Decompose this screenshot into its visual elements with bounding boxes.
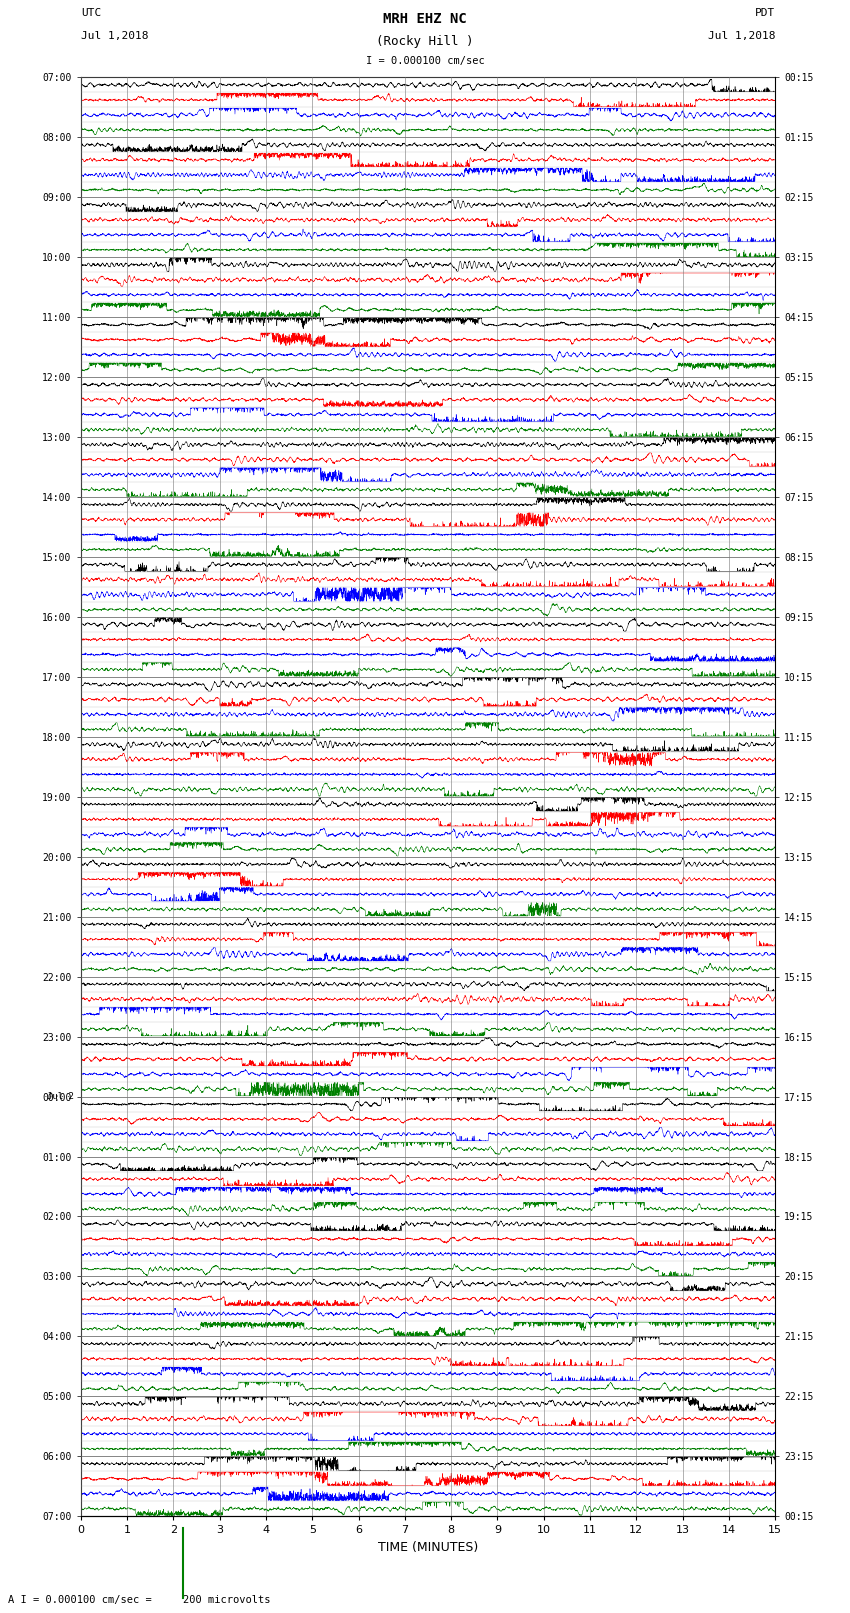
Text: I = 0.000100 cm/sec: I = 0.000100 cm/sec: [366, 56, 484, 66]
Text: Jul 1,2018: Jul 1,2018: [81, 31, 148, 40]
Text: A I = 0.000100 cm/sec =     200 microvolts: A I = 0.000100 cm/sec = 200 microvolts: [8, 1595, 271, 1605]
Text: PDT: PDT: [755, 8, 775, 18]
X-axis label: TIME (MINUTES): TIME (MINUTES): [378, 1540, 478, 1553]
Text: UTC: UTC: [81, 8, 101, 18]
Text: MRH EHZ NC: MRH EHZ NC: [383, 11, 467, 26]
Text: Jul 2: Jul 2: [47, 1092, 74, 1102]
Text: Jul 1,2018: Jul 1,2018: [708, 31, 775, 40]
Text: (Rocky Hill ): (Rocky Hill ): [377, 35, 473, 48]
